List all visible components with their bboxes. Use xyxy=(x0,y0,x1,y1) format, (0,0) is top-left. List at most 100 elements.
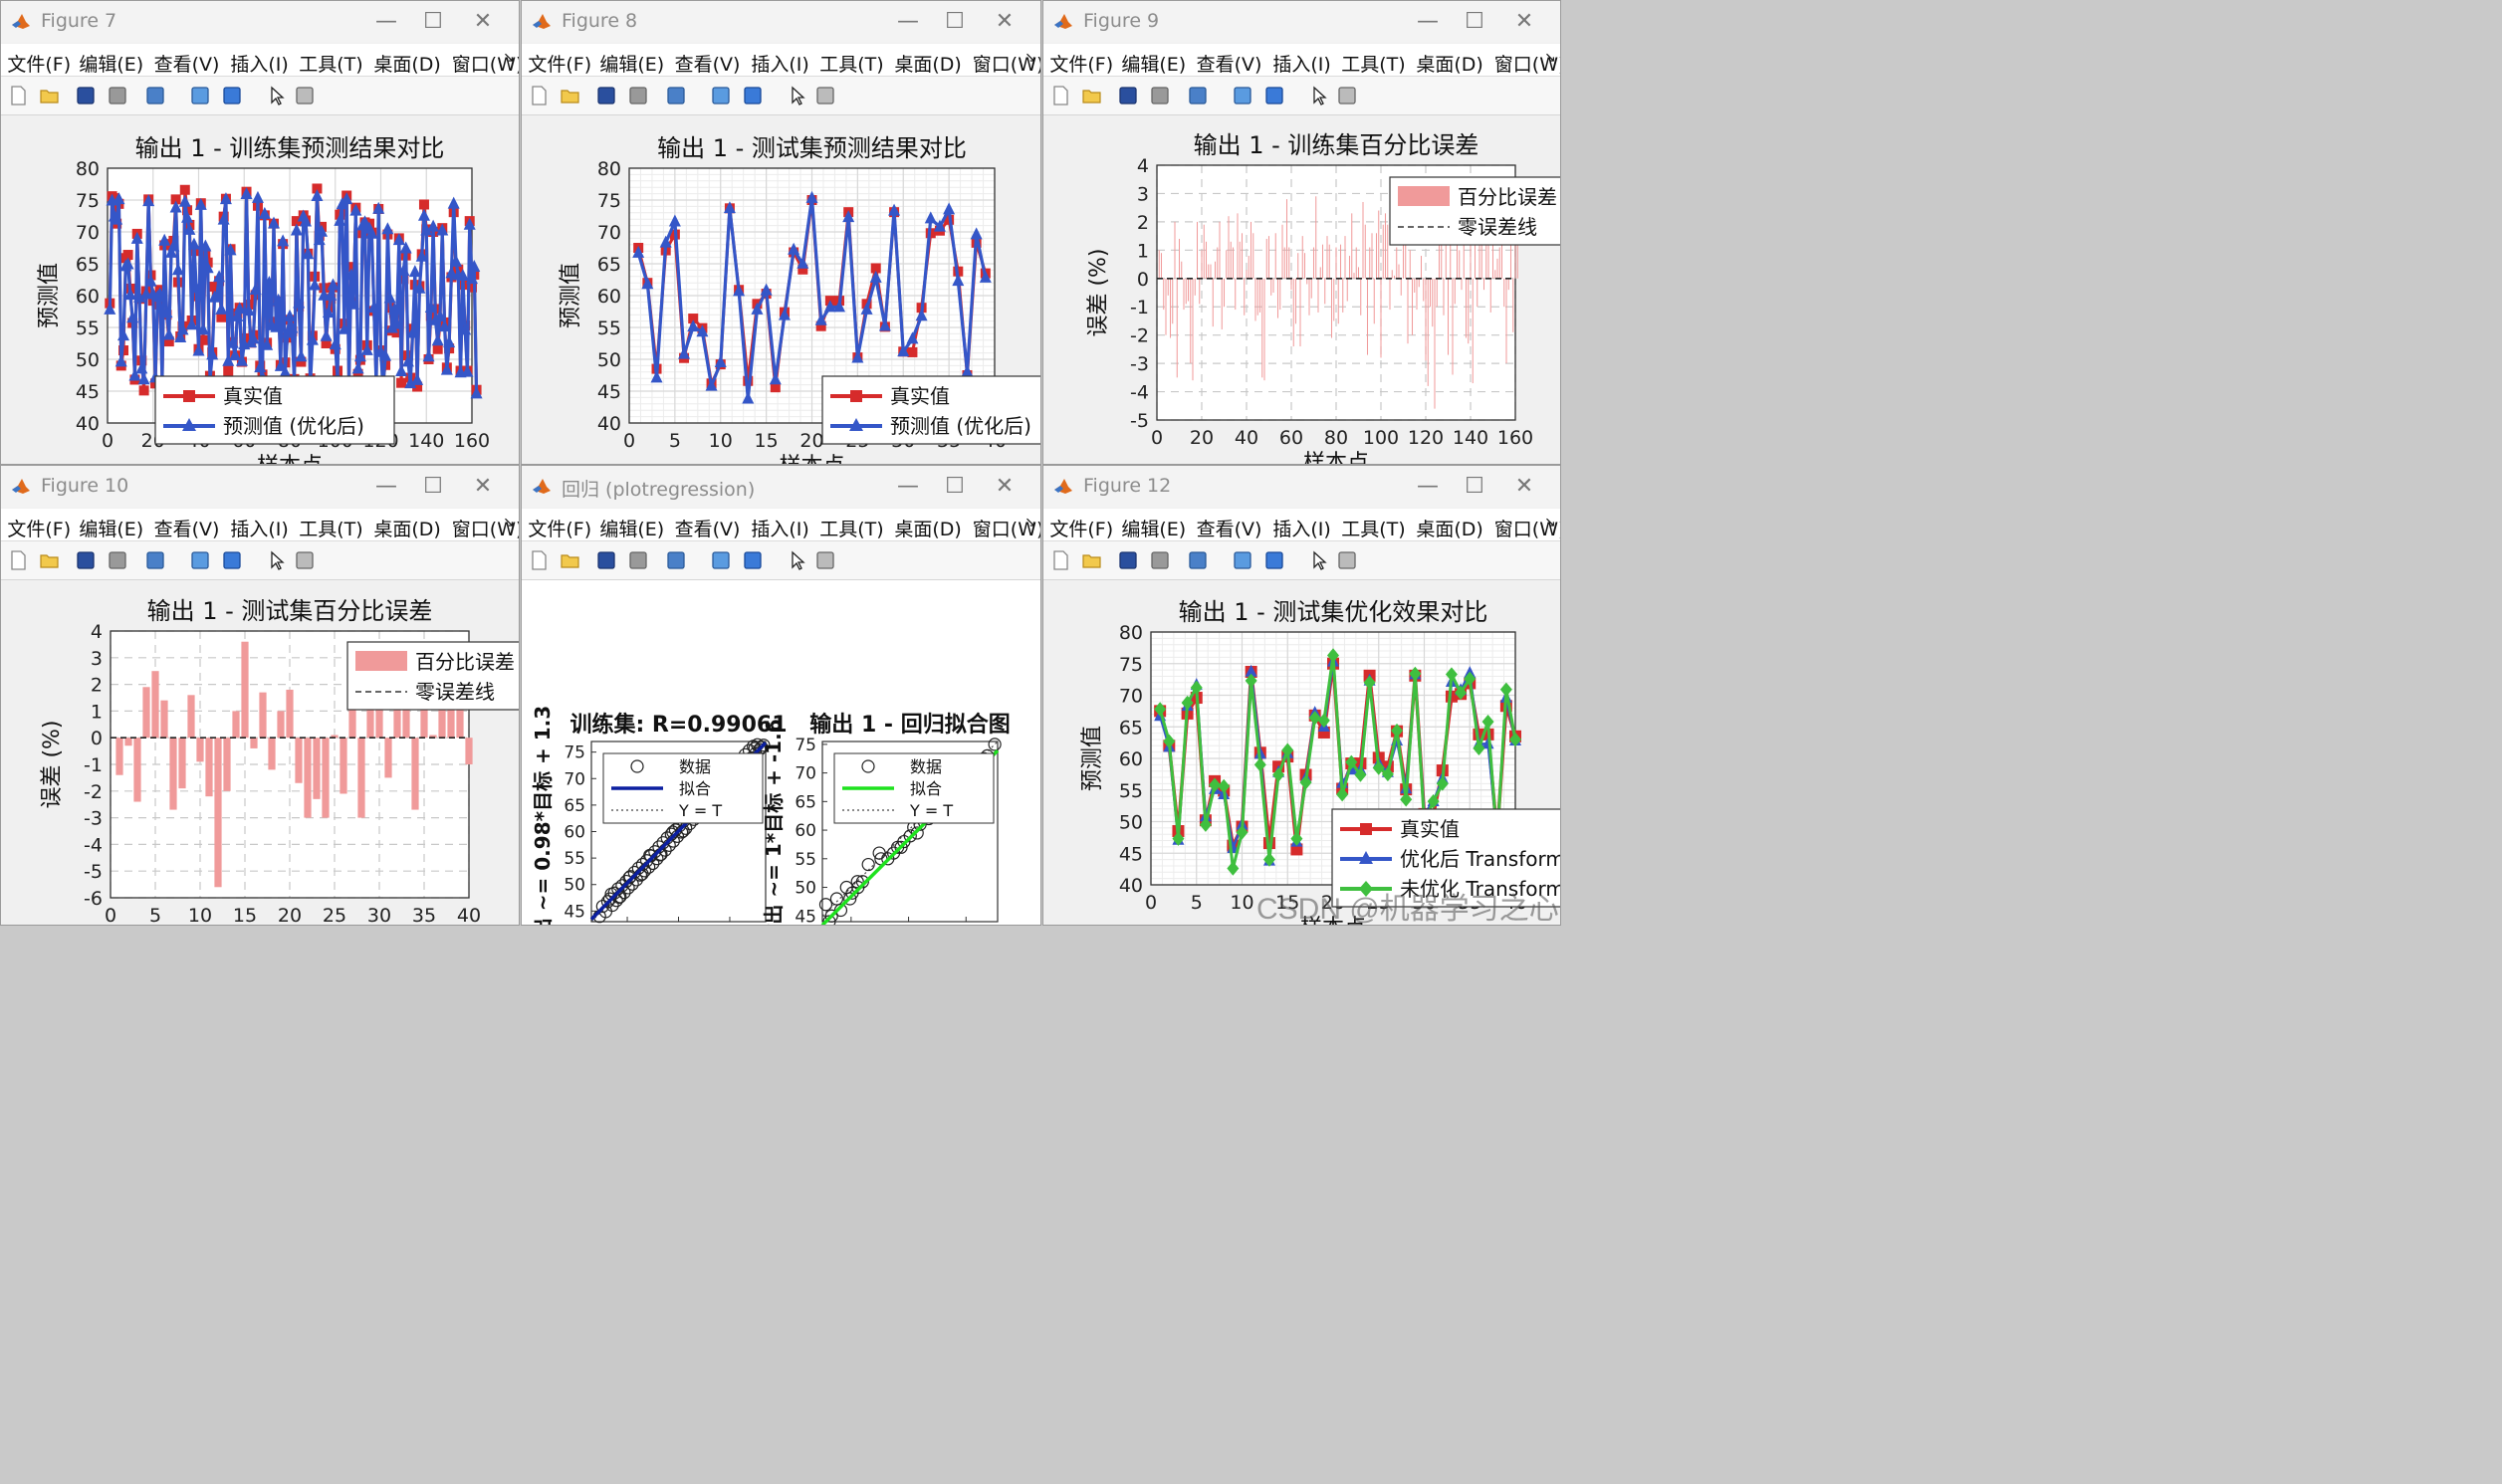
menu-item[interactable]: 编辑(E) xyxy=(1121,54,1187,76)
legend-icon[interactable] xyxy=(742,549,764,571)
title-bar[interactable]: Figure 8 — ☐ ✕ xyxy=(522,1,1040,43)
menu-item[interactable]: 文件(F) xyxy=(7,519,72,540)
property-editor-icon[interactable] xyxy=(1336,85,1358,106)
property-editor-icon[interactable] xyxy=(814,85,836,106)
menu-item[interactable]: 桌面(D) xyxy=(894,519,962,540)
pointer-icon[interactable] xyxy=(787,549,808,571)
legend-icon[interactable] xyxy=(221,549,243,571)
title-bar[interactable]: Figure 10 — ☐ ✕ xyxy=(1,466,519,508)
open-file-icon[interactable] xyxy=(39,549,61,571)
new-figure-icon[interactable] xyxy=(528,549,550,571)
minimize-button[interactable]: — xyxy=(375,474,397,499)
colorbar-icon[interactable] xyxy=(189,549,211,571)
pointer-icon[interactable] xyxy=(1308,549,1330,571)
menu-item[interactable]: 窗口(W) xyxy=(451,54,520,76)
menu-item[interactable]: 窗口(W) xyxy=(451,519,520,540)
menu-item[interactable]: 插入(I) xyxy=(230,54,289,76)
menu-item[interactable]: 查看(V) xyxy=(153,519,220,540)
menu-overflow-arrow-icon[interactable]: ↘ xyxy=(1544,515,1556,530)
menu-item[interactable]: 查看(V) xyxy=(1196,519,1262,540)
maximize-button[interactable]: ☐ xyxy=(1465,9,1484,34)
menu-item[interactable]: 编辑(E) xyxy=(79,54,144,76)
menu-item[interactable]: 工具(T) xyxy=(1341,54,1406,76)
menu-item[interactable]: 工具(T) xyxy=(299,519,363,540)
print-icon[interactable] xyxy=(627,549,649,571)
new-figure-icon[interactable] xyxy=(1049,85,1071,106)
minimize-button[interactable]: — xyxy=(897,474,919,499)
menu-item[interactable]: 文件(F) xyxy=(528,519,592,540)
menu-item[interactable]: 窗口(W) xyxy=(972,54,1041,76)
close-button[interactable]: ✕ xyxy=(473,9,493,34)
menu-item[interactable]: 插入(I) xyxy=(230,519,289,540)
maximize-button[interactable]: ☐ xyxy=(423,474,443,499)
menu-item[interactable]: 工具(T) xyxy=(819,54,884,76)
menu-item[interactable]: 编辑(E) xyxy=(1121,519,1187,540)
save-icon[interactable] xyxy=(595,549,617,571)
menu-item[interactable]: 查看(V) xyxy=(1196,54,1262,76)
colorbar-icon[interactable] xyxy=(189,85,211,106)
pointer-icon[interactable] xyxy=(787,85,808,106)
property-editor-icon[interactable] xyxy=(814,549,836,571)
print-icon[interactable] xyxy=(107,85,128,106)
menu-overflow-arrow-icon[interactable]: ↘ xyxy=(503,515,515,530)
colorbar-icon[interactable] xyxy=(710,85,732,106)
new-figure-icon[interactable] xyxy=(7,549,29,571)
link-icon[interactable] xyxy=(1187,549,1209,571)
menu-item[interactable]: 窗口(W) xyxy=(1493,54,1561,76)
print-icon[interactable] xyxy=(1149,85,1171,106)
colorbar-icon[interactable] xyxy=(1232,85,1253,106)
title-bar[interactable]: Figure 12 — ☐ ✕ xyxy=(1043,466,1560,508)
property-editor-icon[interactable] xyxy=(294,549,316,571)
legend-icon[interactable] xyxy=(1263,85,1285,106)
maximize-button[interactable]: ☐ xyxy=(1465,474,1484,499)
link-icon[interactable] xyxy=(665,549,687,571)
open-file-icon[interactable] xyxy=(560,85,581,106)
colorbar-icon[interactable] xyxy=(710,549,732,571)
open-file-icon[interactable] xyxy=(560,549,581,571)
save-icon[interactable] xyxy=(1117,85,1139,106)
menu-item[interactable]: 插入(I) xyxy=(751,54,809,76)
close-button[interactable]: ✕ xyxy=(995,474,1015,499)
menu-item[interactable]: 桌面(D) xyxy=(373,54,441,76)
legend-icon[interactable] xyxy=(221,85,243,106)
menu-item[interactable]: 桌面(D) xyxy=(894,54,962,76)
menu-item[interactable]: 编辑(E) xyxy=(599,54,665,76)
link-icon[interactable] xyxy=(144,85,166,106)
print-icon[interactable] xyxy=(627,85,649,106)
print-icon[interactable] xyxy=(107,549,128,571)
minimize-button[interactable]: — xyxy=(1417,474,1439,499)
menu-item[interactable]: 桌面(D) xyxy=(373,519,441,540)
property-editor-icon[interactable] xyxy=(294,85,316,106)
minimize-button[interactable]: — xyxy=(1417,9,1439,34)
new-figure-icon[interactable] xyxy=(528,85,550,106)
menu-item[interactable]: 插入(I) xyxy=(1272,519,1331,540)
open-file-icon[interactable] xyxy=(39,85,61,106)
close-button[interactable]: ✕ xyxy=(473,474,493,499)
menu-item[interactable]: 插入(I) xyxy=(1272,54,1331,76)
menu-overflow-arrow-icon[interactable]: ↘ xyxy=(1024,515,1036,530)
title-bar[interactable]: Figure 7 — ☐ ✕ xyxy=(1,1,519,43)
menu-item[interactable]: 查看(V) xyxy=(153,54,220,76)
colorbar-icon[interactable] xyxy=(1232,549,1253,571)
minimize-button[interactable]: — xyxy=(375,9,397,34)
link-icon[interactable] xyxy=(144,549,166,571)
close-button[interactable]: ✕ xyxy=(1514,474,1534,499)
new-figure-icon[interactable] xyxy=(1049,549,1071,571)
menu-item[interactable]: 桌面(D) xyxy=(1416,54,1483,76)
menu-item[interactable]: 文件(F) xyxy=(528,54,592,76)
maximize-button[interactable]: ☐ xyxy=(945,474,965,499)
menu-item[interactable]: 文件(F) xyxy=(7,54,72,76)
menu-item[interactable]: 文件(F) xyxy=(1049,54,1114,76)
link-icon[interactable] xyxy=(665,85,687,106)
close-button[interactable]: ✕ xyxy=(995,9,1015,34)
menu-item[interactable]: 桌面(D) xyxy=(1416,519,1483,540)
link-icon[interactable] xyxy=(1187,85,1209,106)
print-icon[interactable] xyxy=(1149,549,1171,571)
minimize-button[interactable]: — xyxy=(897,9,919,34)
